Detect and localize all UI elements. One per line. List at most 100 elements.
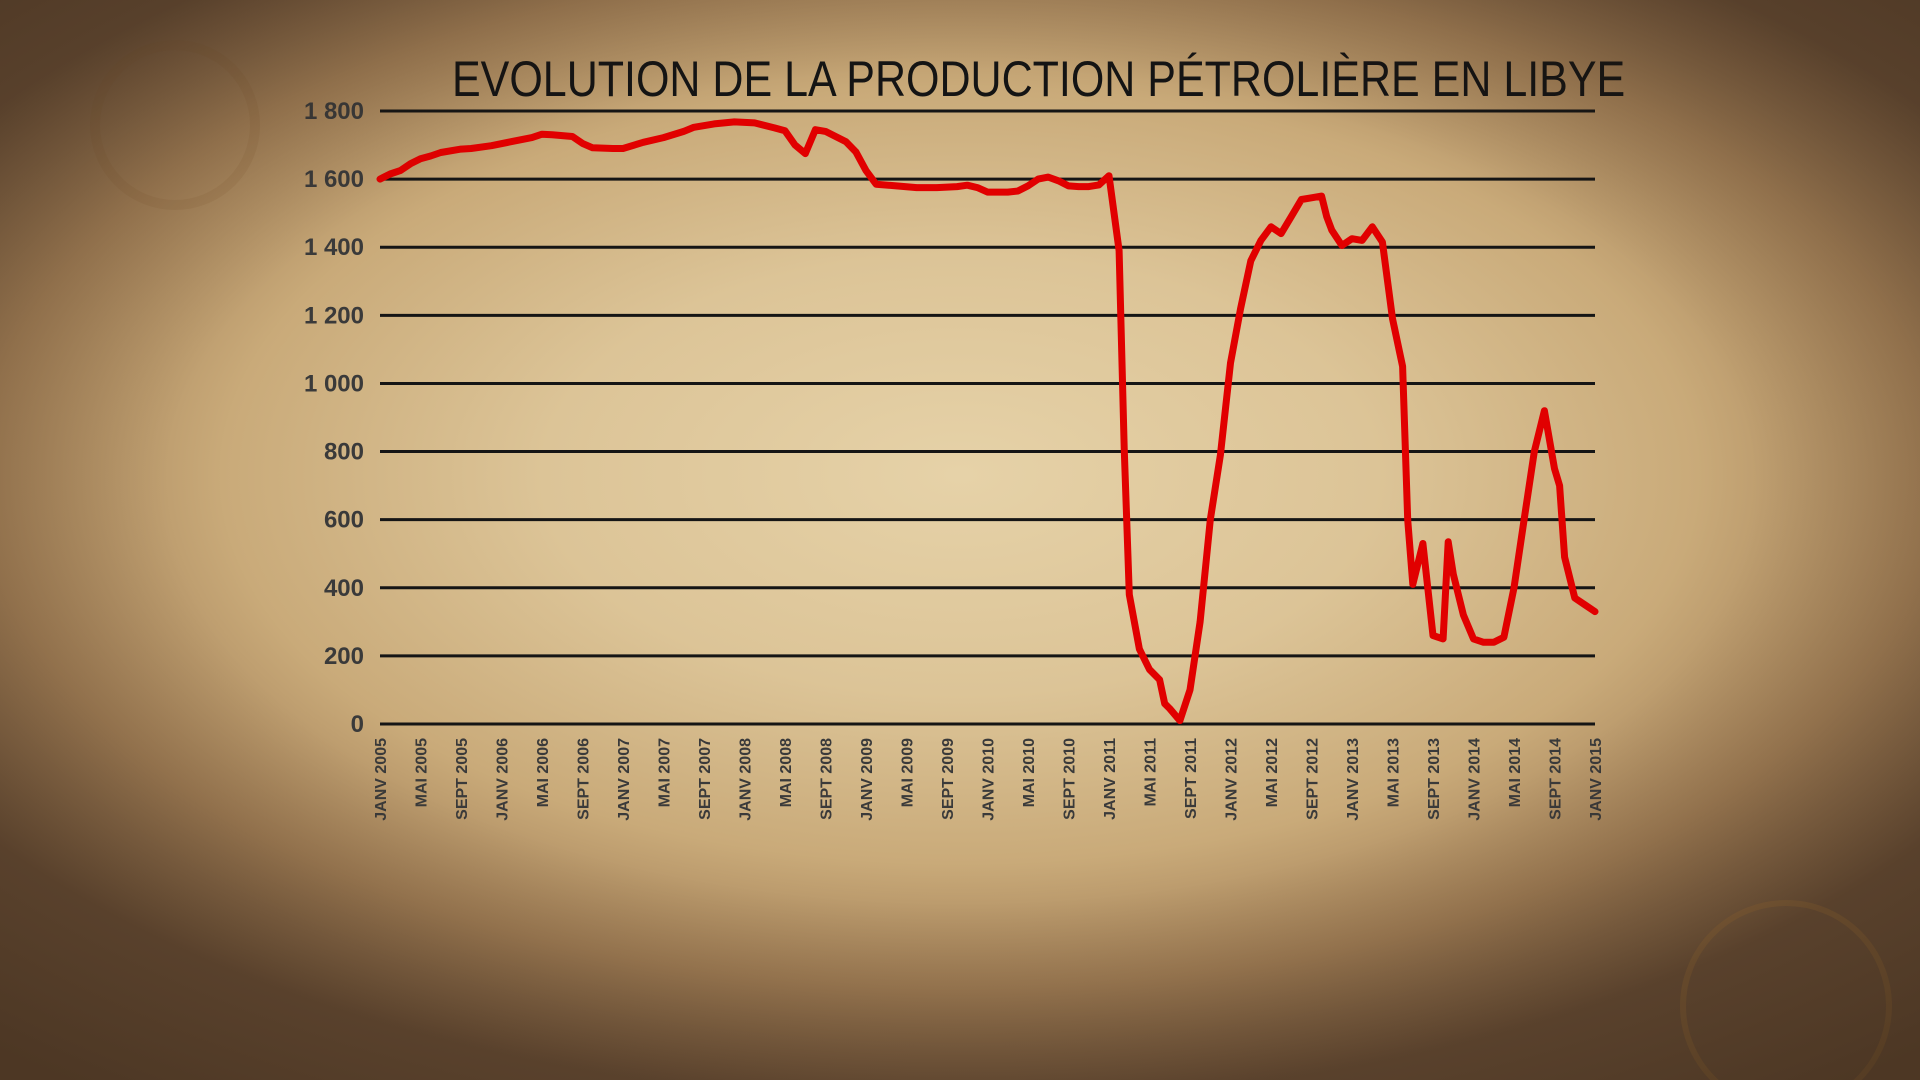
data-point [1207, 516, 1214, 523]
y-tick-label: 0 [351, 711, 364, 738]
x-tick-label: SEPT 2014 [1548, 738, 1565, 820]
y-tick-label: 800 [324, 439, 364, 466]
data-point [751, 119, 758, 127]
series-line [376, 118, 1599, 725]
y-tick-label: 600 [324, 507, 364, 534]
data-point [1470, 635, 1477, 643]
y-tick-label: 1 000 [304, 370, 364, 397]
data-point [1510, 584, 1518, 591]
data-point [1419, 540, 1427, 547]
data-point [1126, 591, 1133, 598]
data-point [1121, 444, 1128, 452]
x-tick-label: JANV 2012 [1224, 738, 1241, 821]
x-tick-label: JANV 2015 [1588, 738, 1605, 821]
data-point [386, 170, 394, 178]
data-point [1024, 182, 1032, 190]
x-tick-label: JANV 2013 [1345, 738, 1362, 821]
x-tick-label: SEPT 2008 [819, 738, 836, 820]
y-tick-label: 1 800 [304, 98, 364, 125]
data-point [528, 134, 536, 141]
data-point [872, 181, 880, 188]
data-point [1308, 194, 1315, 201]
y-tick-label: 200 [324, 643, 364, 670]
data-point [781, 127, 789, 134]
data-point [427, 152, 434, 160]
data-point [862, 167, 870, 174]
x-tick-label: JANV 2008 [738, 738, 755, 821]
data-point [1399, 363, 1406, 370]
data-point [1166, 705, 1174, 712]
y-tick-label: 1 400 [304, 234, 364, 261]
data-point [1369, 223, 1376, 230]
data-point [1348, 235, 1356, 242]
data-point [1379, 238, 1386, 246]
data-point [488, 142, 495, 149]
data-point [1186, 686, 1194, 694]
data-point [467, 145, 475, 152]
data-point [1288, 213, 1295, 220]
data-point [1323, 213, 1330, 220]
data-point [437, 149, 444, 156]
x-tick-label: SEPT 2012 [1305, 738, 1322, 820]
data-point [1591, 608, 1599, 615]
data-point [1014, 187, 1022, 195]
data-point [1571, 594, 1579, 602]
data-point [1358, 237, 1366, 244]
x-tick-label: JANV 2011 [1102, 738, 1119, 820]
data-point [984, 188, 991, 196]
data-point [1318, 192, 1325, 200]
data-point [710, 120, 718, 128]
data-point [1247, 257, 1255, 264]
x-tick-label: SEPT 2011 [1183, 738, 1200, 819]
data-point [1045, 173, 1052, 181]
x-axis-ticks: JANV 2005 MAI 2005 SEPT 2005 JANV 2006 MAI 2… [373, 738, 1605, 821]
x-tick-label: MAI 2013 [1386, 738, 1403, 807]
data-point [1581, 601, 1589, 608]
data-point [569, 133, 576, 140]
data-point [1065, 182, 1072, 190]
y-tick-label: 400 [324, 575, 364, 602]
data-point [791, 141, 799, 149]
data-point [1500, 634, 1508, 641]
data-point [1556, 482, 1563, 489]
data-point [660, 134, 667, 141]
data-point [822, 128, 829, 135]
data-point [1561, 553, 1568, 561]
data-point [1257, 237, 1265, 244]
data-point [974, 184, 981, 191]
data-point [1389, 315, 1396, 322]
data-point [1551, 465, 1558, 472]
data-point [548, 131, 556, 138]
data-point [1227, 359, 1234, 367]
data-point [1439, 635, 1447, 643]
data-point [1196, 618, 1204, 625]
data-point [1105, 172, 1113, 179]
x-tick-label: SEPT 2010 [1062, 738, 1079, 820]
data-point [1075, 183, 1082, 190]
x-tick-label: SEPT 2005 [454, 738, 471, 820]
grid-lines [380, 109, 1595, 726]
data-point [852, 148, 860, 156]
data-point [1520, 516, 1528, 523]
data-point [964, 182, 971, 189]
data-point [1267, 223, 1275, 230]
data-point [1480, 639, 1487, 646]
data-point [457, 145, 465, 153]
y-axis-ticks: 0 200 400 600 800 1 000 1 200 1 400 1 600 1 800 [304, 98, 364, 738]
data-point [933, 184, 941, 191]
data-point [1156, 676, 1163, 683]
data-point [1445, 538, 1452, 545]
data-point [802, 150, 809, 157]
data-point [417, 155, 424, 162]
data-point [508, 138, 515, 145]
data-point [1085, 183, 1093, 190]
y-tick-label: 1 600 [304, 166, 364, 193]
x-tick-label: JANV 2010 [981, 738, 998, 821]
data-point [1460, 611, 1467, 619]
data-point [1541, 407, 1548, 414]
data-point [1429, 632, 1437, 639]
data-point [1146, 666, 1153, 673]
data-point [589, 144, 596, 151]
data-point [1237, 305, 1244, 312]
